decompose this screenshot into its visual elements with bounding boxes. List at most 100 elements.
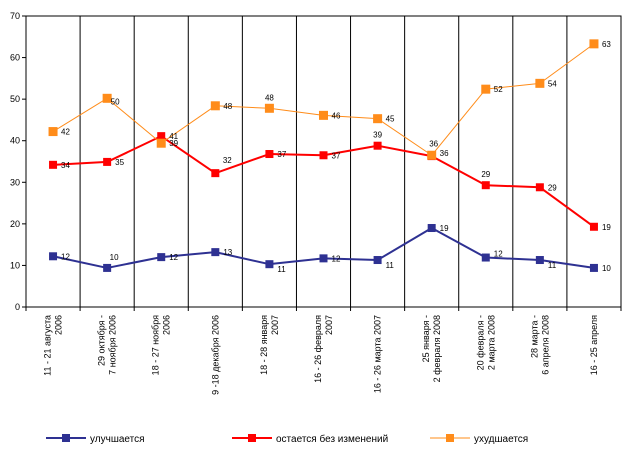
x-tick-label-line: 2007 <box>270 315 280 335</box>
data-label: 36 <box>429 139 438 148</box>
x-tick-label-line: 25 января - <box>421 315 431 362</box>
x-tick-label-line: 2006 <box>162 315 172 335</box>
plot-frame <box>25 15 622 308</box>
x-tick-label-line: 2 марта 2008 <box>486 315 496 370</box>
data-point <box>156 138 166 148</box>
data-label: 19 <box>440 224 449 233</box>
legend-label: ухудшается <box>474 434 528 445</box>
x-tick-label: 16 - 25 апреля <box>589 315 599 375</box>
y-tick-label: 30 <box>10 177 20 187</box>
data-label: 45 <box>386 115 395 124</box>
data-point <box>535 183 544 192</box>
data-point <box>49 160 58 169</box>
data-label: 19 <box>602 223 611 232</box>
x-tick-label: 9 -18 декабря 2006 <box>210 315 220 395</box>
data-point <box>373 141 382 150</box>
legend-marker <box>446 434 454 442</box>
data-point <box>264 103 274 113</box>
data-point <box>210 101 220 111</box>
data-point <box>481 181 490 190</box>
x-tick-label-line: 16 - 26 марта 2007 <box>373 315 383 393</box>
data-label: 12 <box>61 252 70 261</box>
y-tick-label: 10 <box>10 260 20 270</box>
data-label: 32 <box>223 156 232 165</box>
data-point <box>265 150 274 159</box>
data-label: 29 <box>548 183 557 192</box>
data-label: 35 <box>115 158 124 167</box>
x-tick-label: 29 октября -7 ноября 2006 <box>97 315 118 375</box>
data-point <box>211 169 220 178</box>
data-label: 13 <box>223 248 232 257</box>
y-tick-label: 20 <box>10 219 20 229</box>
data-label: 12 <box>169 253 178 262</box>
data-point <box>427 150 437 160</box>
y-tick-label: 40 <box>10 136 20 146</box>
data-label: 10 <box>602 264 611 273</box>
legend: улучшается остается без изменений ухудшает… <box>46 433 528 445</box>
data-point <box>481 253 490 262</box>
legend-marker <box>248 434 256 442</box>
data-point <box>535 78 545 88</box>
x-tick-label: 18 - 27 ноября 2006 <box>151 315 172 375</box>
data-point <box>103 263 112 272</box>
x-tick-label: 11 - 21 августа 2006 <box>43 315 64 376</box>
data-point <box>48 127 58 137</box>
x-tick-label-line: 16 - 25 апреля <box>589 315 599 375</box>
data-point <box>589 222 598 231</box>
data-label: 63 <box>602 40 611 49</box>
x-tick-label: 20 февраля -2 марта 2008 <box>475 315 496 370</box>
x-tick-label-line: 6 апреля 2008 <box>540 315 550 375</box>
data-label: 39 <box>373 131 382 140</box>
data-label: 50 <box>111 97 120 106</box>
data-label: 10 <box>110 253 119 262</box>
data-label: 41 <box>169 132 178 141</box>
x-tick-label-line: 20 февраля - <box>475 315 485 370</box>
x-tick-label: 25 января -2 февраля 2008 <box>421 315 442 382</box>
x-tick-label-line: 29 октября - <box>97 315 107 366</box>
data-point <box>319 254 328 263</box>
x-tick-label-line: 28 марта - <box>529 315 539 358</box>
series-layer <box>48 39 599 272</box>
data-label: 11 <box>548 261 557 270</box>
data-label: 39 <box>169 139 178 148</box>
data-point <box>103 157 112 166</box>
data-point <box>535 256 544 265</box>
data-label: 11 <box>386 261 395 270</box>
x-tick-label: 16 - 26 марта 2007 <box>373 315 383 393</box>
x-tick-label: 16 - 26 февраля 2007 <box>313 315 334 383</box>
data-point <box>157 132 166 141</box>
data-point <box>319 110 328 120</box>
data-label: 12 <box>494 250 503 259</box>
data-point <box>373 256 382 265</box>
x-tick-label-line: 2 февраля 2008 <box>432 315 442 382</box>
data-label: 36 <box>440 149 449 158</box>
x-tick-label-line: 18 - 27 ноября <box>151 315 161 375</box>
y-tick-label: 50 <box>10 94 20 104</box>
data-label: 11 <box>277 265 286 274</box>
data-label: 48 <box>265 93 274 102</box>
data-point <box>49 252 58 261</box>
data-point <box>481 84 491 94</box>
data-point <box>589 39 599 49</box>
legend-marker <box>62 434 70 442</box>
data-label: 29 <box>481 170 490 179</box>
data-point <box>319 151 328 160</box>
data-point <box>589 263 598 272</box>
data-label: 42 <box>61 128 70 137</box>
x-tick-label-line: 7 ноября 2006 <box>108 315 118 375</box>
data-point <box>102 93 112 103</box>
data-point <box>157 253 166 262</box>
x-tick-label: 28 марта -6 апреля 2008 <box>529 315 550 375</box>
data-point <box>211 248 220 257</box>
data-label-layer: 12 10 12 13 11 12 11 19 12 11 10 34 35 41 32 37 37 39 36 29… <box>61 40 611 274</box>
data-label: 12 <box>332 254 341 263</box>
x-tick-label-line: 2006 <box>54 315 64 335</box>
x-tick-label-line: 9 -18 декабря 2006 <box>210 315 220 395</box>
x-tick-label: 18 - 28 января 2007 <box>259 315 280 375</box>
x-tick-label-line: 16 - 26 февраля <box>313 315 323 383</box>
data-label: 54 <box>548 79 557 88</box>
y-tick-label: 0 <box>15 302 20 312</box>
y-tick-label: 60 <box>10 53 20 63</box>
